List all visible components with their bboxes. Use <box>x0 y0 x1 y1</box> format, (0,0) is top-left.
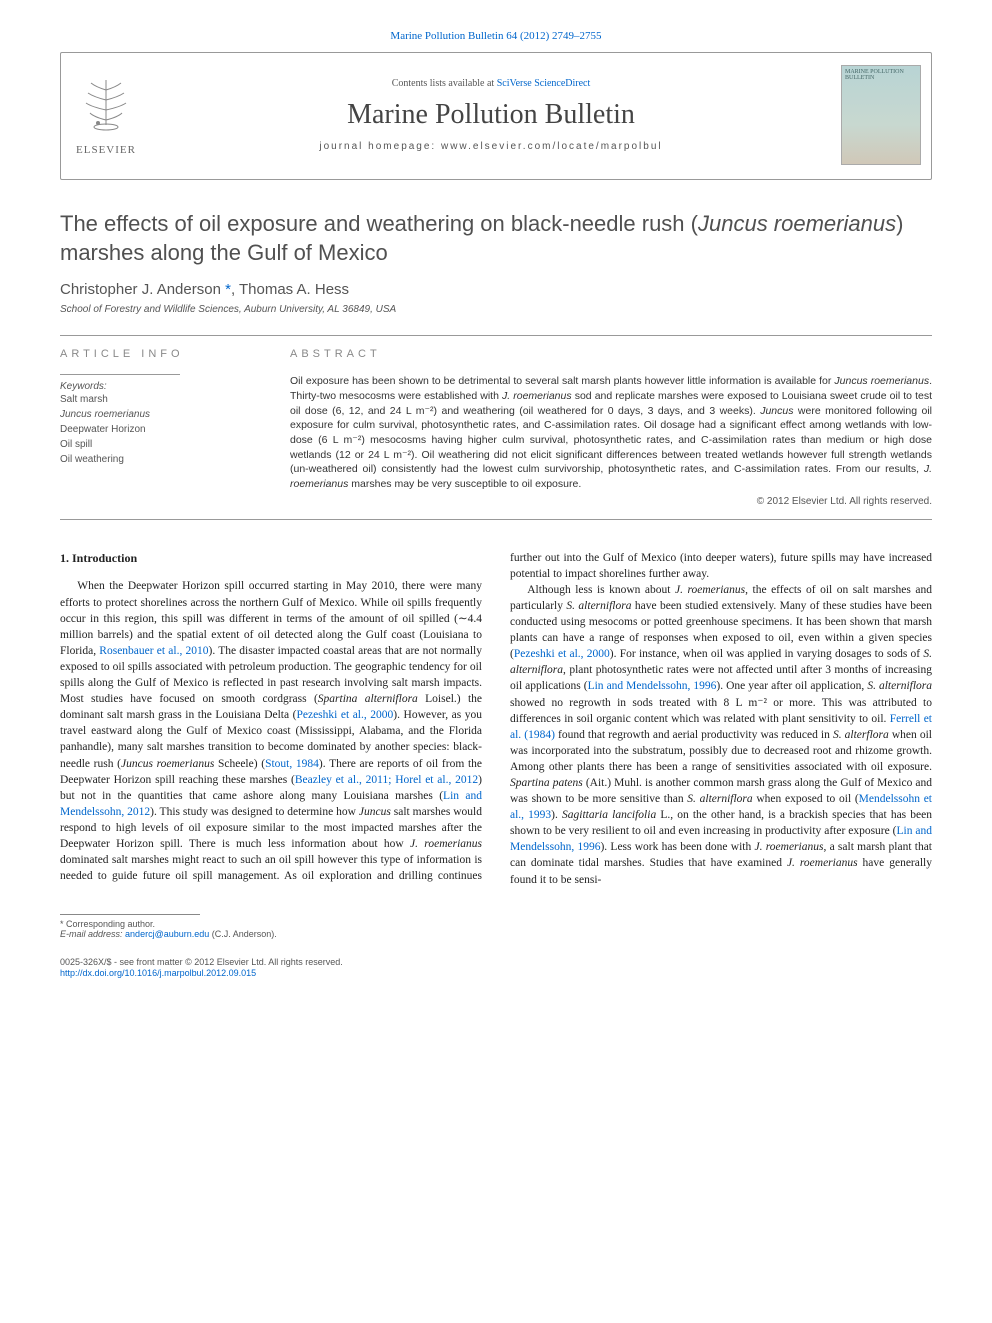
keyword-item: Oil weathering <box>60 452 272 467</box>
contents-available-line: Contents lists available at SciVerse Sci… <box>151 78 831 89</box>
citation-link[interactable]: Rosenbauer et al., 2010 <box>99 645 208 657</box>
italic-span: J. roemerianus <box>410 838 482 850</box>
citation-link[interactable]: Lin and Mendelssohn, 1996 <box>588 680 717 692</box>
affiliation: School of Forestry and Wildlife Sciences… <box>60 304 932 315</box>
info-abstract-row: article info Keywords: Salt marshJuncus … <box>60 335 932 520</box>
italic-span: Spartina alterniflora <box>318 693 418 705</box>
abstract-copyright: © 2012 Elsevier Ltd. All rights reserved… <box>290 496 932 507</box>
email-name: (C.J. Anderson). <box>212 929 277 939</box>
abstract-column: abstract Oil exposure has been shown to … <box>290 336 932 519</box>
italic-span: J. roemerianus <box>787 857 858 869</box>
text-span: showed no regrowth in sods treated with … <box>510 697 932 725</box>
text-span: ). Less work has been done with <box>600 841 754 853</box>
sciencedirect-link[interactable]: SciVerse ScienceDirect <box>497 78 591 89</box>
text-span: ). This study was designed to determine … <box>150 806 359 818</box>
keyword-item: Deepwater Horizon <box>60 422 272 437</box>
citation-link[interactable]: Pezeshki et al., 2000 <box>296 709 393 721</box>
article-title: The effects of oil exposure and weatheri… <box>60 210 932 267</box>
intro-body: When the Deepwater Horizon spill occurre… <box>60 550 932 888</box>
italic-span: Juncus roemerianus <box>121 758 214 770</box>
corresponding-star-icon[interactable]: * <box>225 281 231 298</box>
footnote-email-line: E-mail address: andercj@auburn.edu (C.J.… <box>60 929 932 939</box>
citation-link[interactable]: Beazley et al., 2011; Horel et al., 2012 <box>295 774 478 786</box>
doi-link[interactable]: http://dx.doi.org/10.1016/j.marpolbul.20… <box>60 968 256 978</box>
header-center: Contents lists available at SciVerse Sci… <box>151 78 831 152</box>
keyword-item: Juncus roemerianus <box>60 407 272 422</box>
text-span: Oil exposure has been shown to be detrim… <box>290 375 834 387</box>
footnote-rule <box>60 914 200 915</box>
email-label: E-mail address: <box>60 929 123 939</box>
journal-header: ELSEVIER Contents lists available at Sci… <box>60 52 932 180</box>
text-span: marshes may be very susceptible to oil e… <box>348 478 581 490</box>
journal-title: Marine Pollution Bulletin <box>151 99 831 131</box>
italic-span: Spartina patens <box>510 777 583 789</box>
article-info-heading: article info <box>60 348 272 360</box>
contents-prefix: Contents lists available at <box>392 78 497 89</box>
title-species: Juncus roemerianus <box>698 211 896 236</box>
publisher-logo[interactable]: ELSEVIER <box>61 75 151 156</box>
body-text-columns: 1. Introduction When the Deepwater Horiz… <box>60 550 932 888</box>
italic-span: S. alterflora <box>833 729 889 741</box>
corresponding-author-footnote: * Corresponding author. E-mail address: … <box>60 919 932 939</box>
keyword-list: Salt marshJuncus roemerianusDeepwater Ho… <box>60 392 272 467</box>
journal-cover-thumbnail[interactable]: MARINE POLLUTION BULLETIN <box>841 65 921 165</box>
italic-span: S. alterniflora <box>687 793 752 805</box>
text-span: found that regrowth and aerial productiv… <box>555 729 833 741</box>
article-info-column: article info Keywords: Salt marshJuncus … <box>60 336 290 519</box>
italic-span: Juncus <box>359 806 391 818</box>
italic-span: S. alterniflora <box>867 680 932 692</box>
journal-homepage[interactable]: journal homepage: www.elsevier.com/locat… <box>151 141 831 152</box>
text-span: when exposed to oil ( <box>753 793 859 805</box>
text-span: ). <box>551 809 562 821</box>
publisher-name: ELSEVIER <box>71 144 141 156</box>
cover-text: MARINE POLLUTION BULLETIN <box>845 69 917 81</box>
journal-citation-link[interactable]: Marine Pollution Bulletin 64 (2012) 2749… <box>60 30 932 42</box>
italic-span: J. roemerianus <box>755 841 824 853</box>
body-paragraph: Although less is known about J. roemeria… <box>510 582 932 888</box>
italic-span: J. roemerianus <box>675 584 745 596</box>
text-span: Scheele) ( <box>214 758 265 770</box>
text-span: ). One year after oil application, <box>716 680 867 692</box>
citation-link[interactable]: Stout, 1984 <box>265 758 319 770</box>
text-span: Although less is known about <box>527 584 675 596</box>
title-pre: The effects of oil exposure and weatheri… <box>60 211 698 236</box>
italic-span: S. alterniflora <box>566 600 631 612</box>
keyword-item: Salt marsh <box>60 392 272 407</box>
issn-line: 0025-326X/$ - see front matter © 2012 El… <box>60 957 932 969</box>
bottom-meta: 0025-326X/$ - see front matter © 2012 El… <box>60 957 932 980</box>
info-divider <box>60 374 180 375</box>
keywords-label: Keywords: <box>60 381 272 392</box>
italic-span: Sagittaria lancifolia <box>562 809 656 821</box>
abstract-heading: abstract <box>290 348 932 360</box>
citation-link[interactable]: Pezeshki et al., 2000 <box>514 648 610 660</box>
authors-text: Christopher J. Anderson *, Thomas A. Hes… <box>60 281 349 298</box>
text-span: ). For instance, when oil was applied in… <box>610 648 924 660</box>
footnote-star-line: * Corresponding author. <box>60 919 932 929</box>
elsevier-tree-icon <box>76 75 136 135</box>
abstract-text: Oil exposure has been shown to be detrim… <box>290 374 932 492</box>
italic-span: Juncus roemerianus <box>834 375 929 387</box>
keyword-item: Oil spill <box>60 437 272 452</box>
italic-span: Juncus <box>760 405 793 417</box>
authors-line: Christopher J. Anderson *, Thomas A. Hes… <box>60 281 932 298</box>
author-email-link[interactable]: andercj@auburn.edu <box>125 929 209 939</box>
italic-span: J. roemerianus <box>502 390 572 402</box>
intro-heading: 1. Introduction <box>60 550 482 567</box>
